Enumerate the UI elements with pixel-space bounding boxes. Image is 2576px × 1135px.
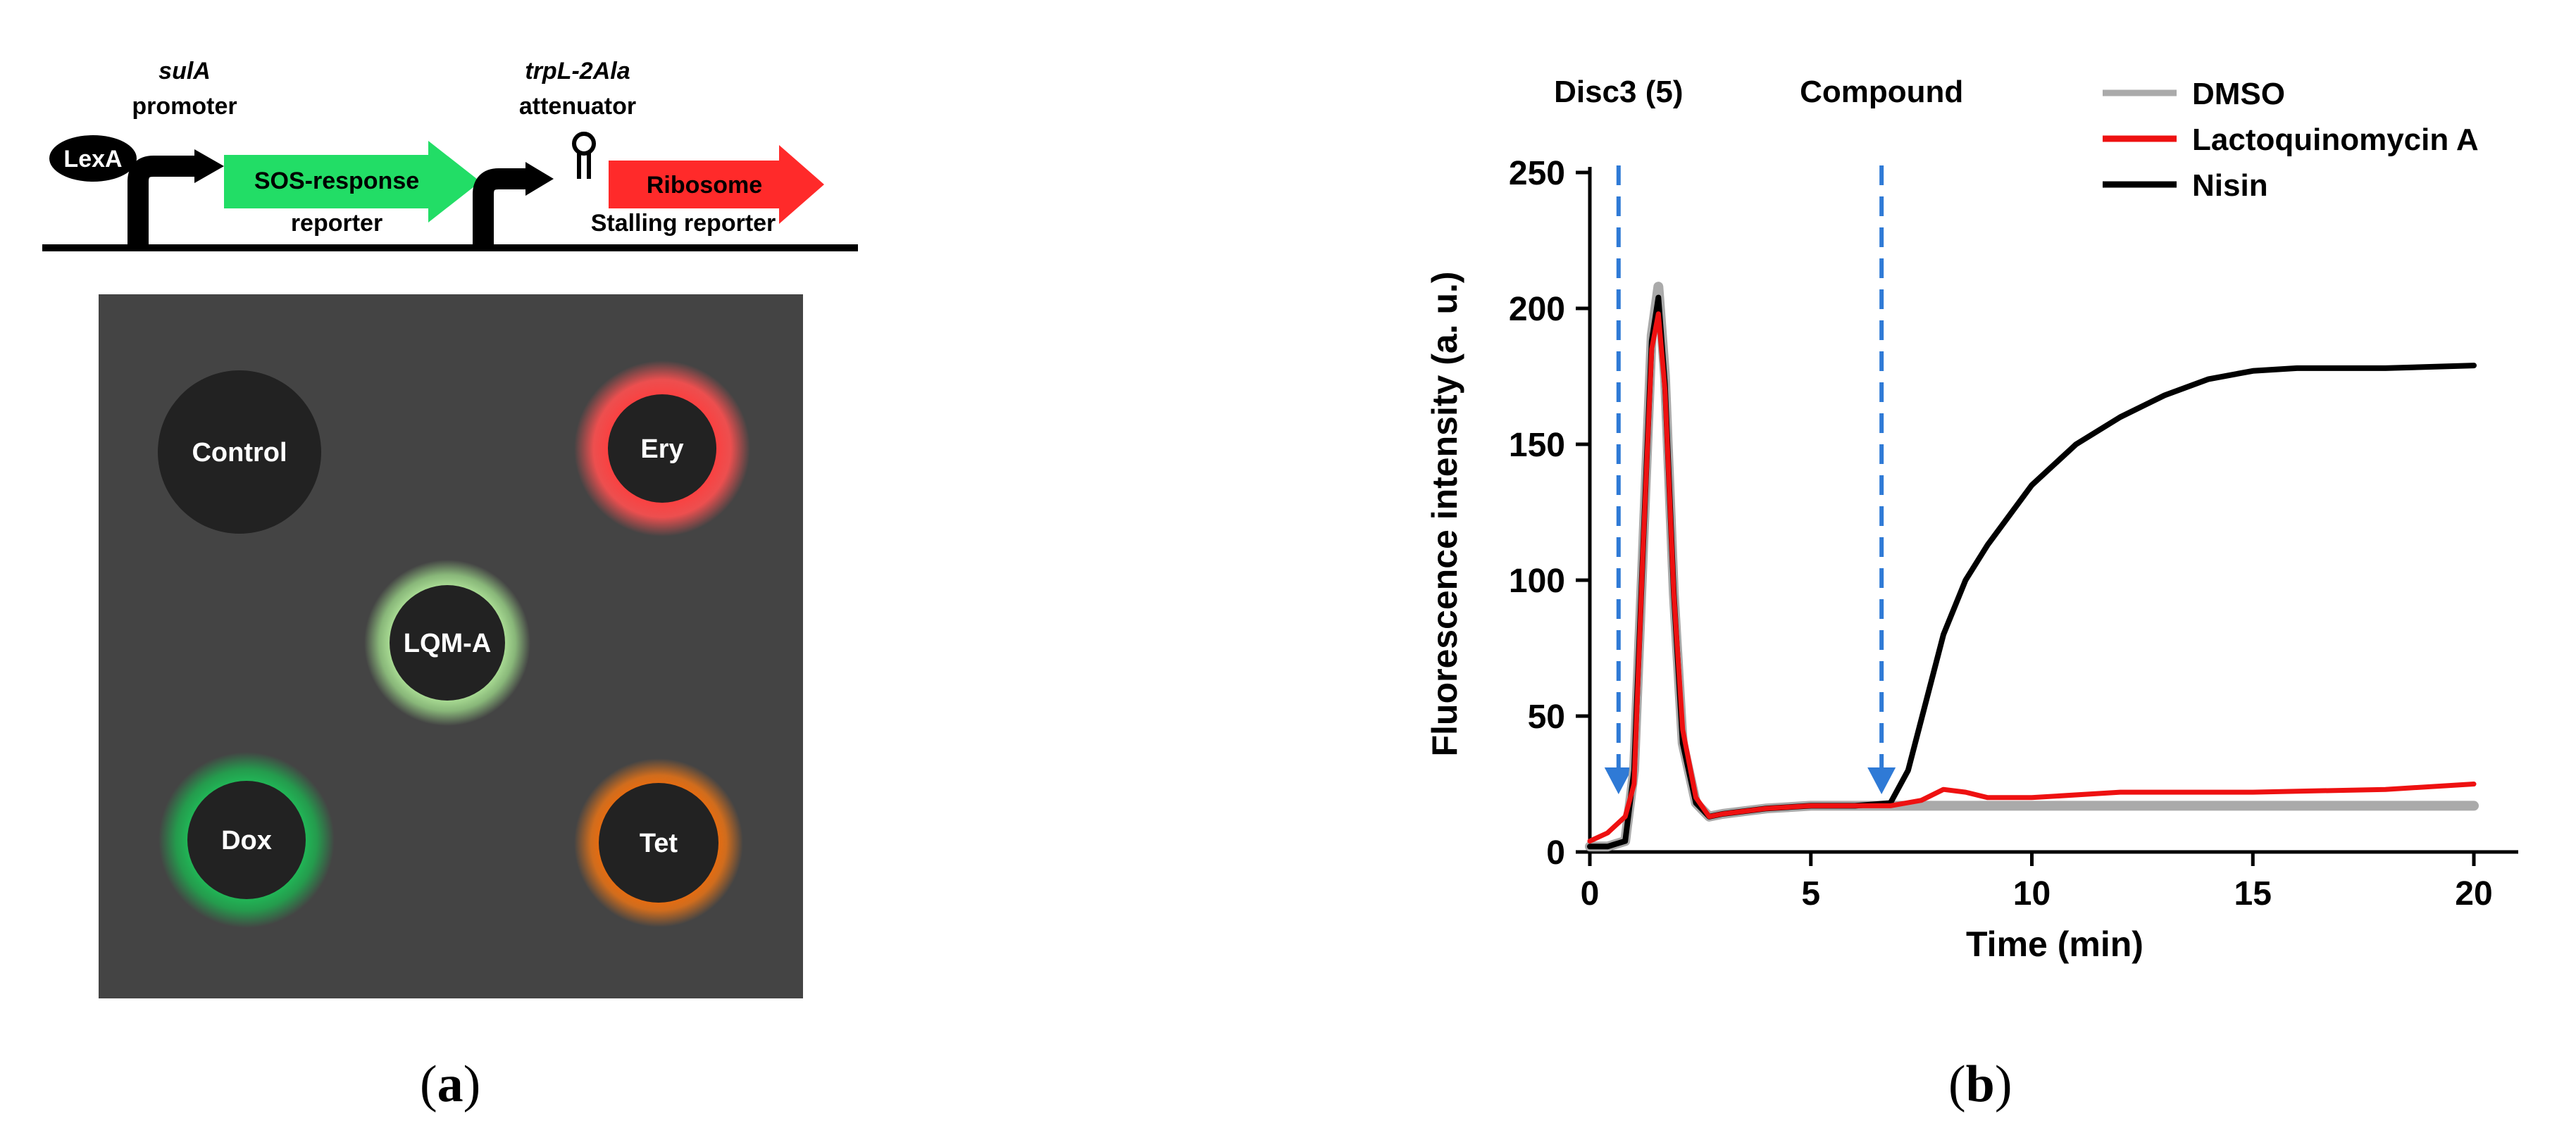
legend-label: Lactoquinomycin A (2192, 123, 2479, 157)
disc-lqma-label: LQM-A (404, 629, 492, 658)
x-axis-label: Time (min) (1966, 924, 2143, 964)
lexa-label: LexA (63, 146, 122, 173)
y-tick-label: 0 (1546, 834, 1565, 872)
trpl-promoter-arrow (473, 168, 528, 246)
x-tick-label: 20 (2455, 875, 2492, 913)
panel-a-letter: a (437, 1055, 463, 1113)
y-tick-label: 50 (1528, 698, 1565, 736)
panel-b-letter: b (1965, 1055, 1995, 1113)
disc-tet-label: Tet (640, 829, 678, 858)
disc-ery: Ery (574, 360, 750, 537)
annotation-arrowhead (1867, 767, 1896, 794)
chart-axes (1588, 167, 2518, 854)
chart-series (1585, 282, 2479, 852)
annotation-arrowhead (1604, 767, 1633, 794)
gene-construct-diagram: LexA sulA promoter SOS-response reporter… (42, 58, 858, 251)
disc-lqma: LQM-A (364, 560, 530, 726)
panel-a-caption: (a) (420, 1055, 481, 1113)
sos-reporter-sublabel: reporter (291, 210, 382, 237)
x-tick-label: 0 (1581, 875, 1600, 913)
sula-promoter-arrowhead (194, 149, 224, 183)
sula-gene-label: sulA (158, 58, 211, 84)
y-tick-label: 150 (1509, 427, 1565, 464)
disc-control-label: Control (192, 438, 287, 468)
annotation-label: Disc3 (5) (1554, 75, 1683, 109)
chart-annotations: Disc3 (5) Compound (1554, 75, 1963, 794)
legend-label: Nisin (2192, 168, 2268, 203)
panel-b-caption: (b) (1948, 1055, 2012, 1113)
x-tick-label: 5 (1801, 875, 1820, 913)
sos-reporter-label: SOS-response (254, 168, 419, 194)
ribosome-reporter-arrow (609, 145, 824, 224)
disc-ery-label: Ery (640, 434, 683, 464)
series-line-lactoquinomycin-a (1587, 311, 2477, 844)
legend-label: DMSO (2192, 77, 2285, 111)
panel-a: LexA sulA promoter SOS-response reporter… (42, 58, 858, 998)
disc-tet: Tet (574, 758, 743, 927)
attenuator-label: attenuator (519, 93, 636, 120)
disc-diffusion-plate: Control Ery LQM-A Dox Tet (99, 294, 803, 998)
sula-promoter-arrow (127, 156, 197, 246)
disc-dox: Dox (158, 752, 335, 928)
ribosome-reporter-sublabel: Stalling reporter (591, 210, 776, 237)
y-tick-label: 100 (1509, 563, 1565, 600)
y-tick-label: 200 (1509, 291, 1565, 328)
disc-control: Control (158, 370, 321, 534)
x-tick-label: 15 (2234, 875, 2272, 913)
ribosome-reporter-label: Ribosome (647, 172, 762, 199)
trpl-gene-label: trpL-2Ala (525, 58, 630, 84)
disc-dox-label: Dox (221, 826, 272, 855)
sos-reporter-arrow (224, 141, 480, 222)
series-line-nisin (1587, 294, 2477, 850)
y-tick-label: 250 (1509, 155, 1565, 192)
chart-ticks: 0 50 100 150 200 250 0 5 10 15 20 (1509, 155, 2493, 913)
x-tick-label: 10 (2013, 875, 2051, 913)
chart-legend: DMSO Lactoquinomycin A Nisin (2103, 77, 2479, 203)
annotation-label: Compound (1800, 75, 1963, 109)
lexa-repressor (49, 135, 137, 182)
sula-promoter-label: promoter (132, 93, 237, 120)
trpl-promoter-arrowhead (525, 162, 554, 196)
y-axis-label: Fluorescence intensity (a. u.) (1425, 271, 1464, 756)
attenuator-hairpin-icon (572, 132, 596, 179)
